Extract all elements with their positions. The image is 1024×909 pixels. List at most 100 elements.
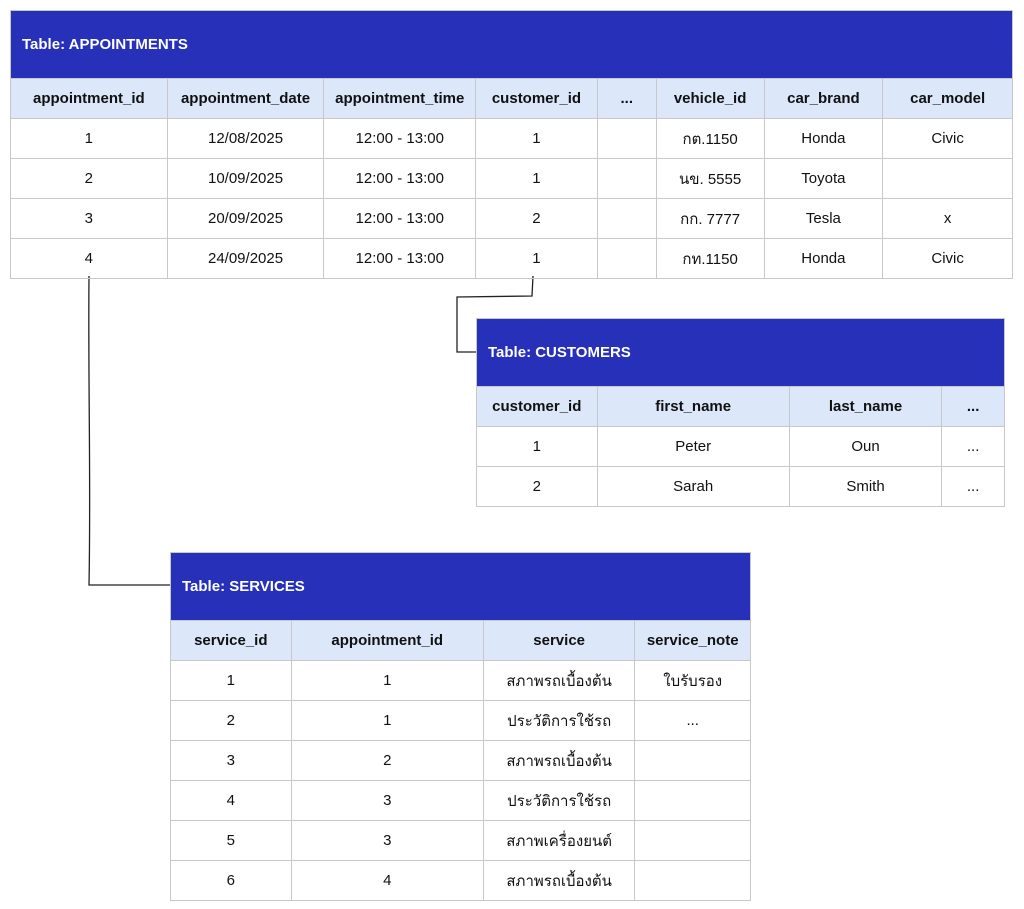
table-title: Table: CUSTOMERS [477, 319, 1004, 386]
column-header: appointment_date [167, 78, 325, 118]
column-header: service_note [635, 620, 750, 660]
table-row: 4 3 ประวัติการใช้รถ [171, 780, 750, 820]
table-cell: 3 [171, 740, 292, 780]
appointments-table: Table: APPOINTMENTS appointment_id appoint… [10, 10, 1013, 279]
table-cell: ... [942, 466, 1004, 506]
services-table: Table: SERVICES service_id appointment_id s… [170, 552, 751, 901]
customers-table: Table: CUSTOMERS customer_id first_name las… [476, 318, 1005, 507]
header-row: service_id appointment_id service service_n… [171, 620, 750, 660]
connector-appointments-customers [456, 275, 534, 353]
table-cell: กก. 7777 [656, 198, 765, 238]
connector-appointments-services [88, 275, 170, 586]
table-cell: Honda [764, 238, 884, 278]
table-row: 6 4 สภาพรถเบื้องต้น [171, 860, 750, 900]
table-cell: 2 [171, 700, 292, 740]
table-row: 1 Peter Oun... [477, 426, 1004, 466]
table-cell: 12:00 - 13:00 [324, 238, 477, 278]
table-row: 2 1 ประวัติการใช้รถ... [171, 700, 750, 740]
table-cell: 1 [291, 700, 484, 740]
table-cell: x [883, 198, 1012, 238]
table-cell: 4 [11, 238, 168, 278]
header-row: appointment_id appointment_date appointmen… [11, 78, 1012, 118]
table-cell: ประวัติการใช้รถ [483, 700, 636, 740]
table-cell: Tesla [764, 198, 884, 238]
column-header: ... [597, 78, 657, 118]
table-cell: 2 [477, 466, 598, 506]
table-cell [597, 238, 657, 278]
table-cell: ... [635, 700, 750, 740]
table-cell: 4 [291, 860, 484, 900]
column-header: appointment_id [11, 78, 168, 118]
table-cell: 1 [476, 238, 598, 278]
table-cell: 10/09/2025 [167, 158, 325, 198]
column-header: ... [942, 386, 1004, 426]
table-row: 2 10/09/2025 12:00 - 13:00 1 นข. 5555 Toyota [11, 158, 1012, 198]
header-row: customer_id first_name last_name... [477, 386, 1004, 426]
table-cell: สภาพรถเบื้องต้น [483, 860, 636, 900]
table-cell: 12:00 - 13:00 [324, 118, 477, 158]
column-header: appointment_id [291, 620, 484, 660]
table-row: 3 2 สภาพรถเบื้องต้น [171, 740, 750, 780]
table-cell: 3 [11, 198, 168, 238]
column-header: last_name [789, 386, 943, 426]
table-row: 2 Sarah Smith... [477, 466, 1004, 506]
table-cell: Toyota [764, 158, 884, 198]
table-cell: ... [942, 426, 1004, 466]
table-cell: สภาพเครื่องยนต์ [483, 820, 636, 860]
table-cell: Peter [597, 426, 790, 466]
table-row: 4 24/09/2025 12:00 - 13:00 1 กท.1150 Honda Civ… [11, 238, 1012, 278]
table-cell: สภาพรถเบื้องต้น [483, 660, 636, 700]
table-cell: นข. 5555 [656, 158, 765, 198]
table-cell: Civic [883, 118, 1012, 158]
table-cell: กท.1150 [656, 238, 765, 278]
column-header: car_model [883, 78, 1012, 118]
table-cell: ประวัติการใช้รถ [483, 780, 636, 820]
table-cell: Smith [789, 466, 943, 506]
table-cell: สภาพรถเบื้องต้น [483, 740, 636, 780]
table-row: 3 20/09/2025 12:00 - 13:00 2 กก. 7777 Tesla x [11, 198, 1012, 238]
table-cell: 6 [171, 860, 292, 900]
table-cell: 20/09/2025 [167, 198, 325, 238]
table-cell: กต.1150 [656, 118, 765, 158]
table-cell: 2 [11, 158, 168, 198]
table-cell [635, 740, 750, 780]
table-cell: 1 [476, 158, 598, 198]
table-cell: 1 [477, 426, 598, 466]
column-header: appointment_time [324, 78, 477, 118]
table-row: 1 12/08/2025 12:00 - 13:00 1 กต.1150 Honda Civ… [11, 118, 1012, 158]
table-cell [597, 118, 657, 158]
column-header: service [483, 620, 636, 660]
table-row: 1 1 สภาพรถเบื้องต้น ใบรับรอง [171, 660, 750, 700]
column-header: vehicle_id [656, 78, 765, 118]
table-cell: 1 [476, 118, 598, 158]
table-cell: 5 [171, 820, 292, 860]
table-cell: 1 [11, 118, 168, 158]
column-header: customer_id [477, 386, 598, 426]
column-header: car_brand [764, 78, 884, 118]
table-cell [597, 198, 657, 238]
table-cell [883, 158, 1012, 198]
table-title: Table: APPOINTMENTS [11, 11, 1012, 78]
table-cell [635, 820, 750, 860]
table-cell: 3 [291, 820, 484, 860]
table-cell [635, 780, 750, 820]
column-header: service_id [171, 620, 292, 660]
table-cell: Sarah [597, 466, 790, 506]
table-cell: Civic [883, 238, 1012, 278]
table-cell: 2 [291, 740, 484, 780]
table-cell: 2 [476, 198, 598, 238]
table-cell: 3 [291, 780, 484, 820]
table-cell [635, 860, 750, 900]
table-cell: Oun [789, 426, 943, 466]
table-cell: 24/09/2025 [167, 238, 325, 278]
table-title: Table: SERVICES [171, 553, 750, 620]
table-row: 5 3 สภาพเครื่องยนต์ [171, 820, 750, 860]
table-cell: 12:00 - 13:00 [324, 198, 477, 238]
table-cell [597, 158, 657, 198]
table-cell: 4 [171, 780, 292, 820]
table-cell: ใบรับรอง [635, 660, 750, 700]
column-header: customer_id [476, 78, 598, 118]
table-cell: 1 [291, 660, 484, 700]
table-cell: 1 [171, 660, 292, 700]
